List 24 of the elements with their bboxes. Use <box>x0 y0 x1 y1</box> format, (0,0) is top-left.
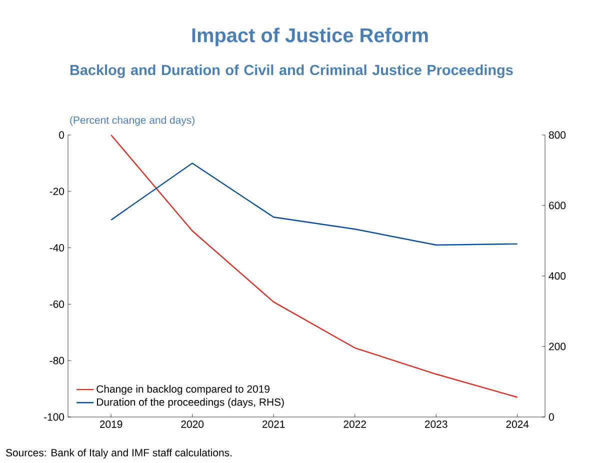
y-tick-label: -20 <box>50 188 64 196</box>
y-tick-label: -60 <box>50 300 64 308</box>
x-tick-label: 2023 <box>425 420 448 428</box>
y-axis-title: (Percent change and days) <box>70 116 194 126</box>
line-series <box>110 162 518 246</box>
x-tick-label: 2022 <box>344 420 366 428</box>
x-tick-label: 2020 <box>181 420 204 428</box>
y-tick-label: -40 <box>50 244 64 252</box>
y2-tick-label: 800 <box>548 131 566 139</box>
x-tick-label: 2019 <box>100 420 122 428</box>
y-tick-label: 0 <box>59 131 64 139</box>
legend-label: Change in backlog compared to 2019 <box>96 385 270 395</box>
y2-tick-label: 600 <box>549 202 566 210</box>
chart-title: Impact of Justice Reform <box>192 28 428 46</box>
y2-tick-label: 0 <box>548 413 554 421</box>
y-tick-label: -80 <box>50 356 64 364</box>
legend-label: Duration of the proceedings (days, RHS) <box>97 398 284 408</box>
chart-subtitle: Backlog and Duration of Civil and Criminal Justice Proceedings <box>70 64 513 78</box>
x-tick-label: 2021 <box>262 420 285 428</box>
y2-tick-label: 400 <box>548 272 566 280</box>
y-tick-label: -100 <box>44 413 64 421</box>
x-tick-label: 2024 <box>506 420 529 428</box>
source-note: Sources: Bank of Italy and IMF staff calculations. <box>6 448 232 458</box>
y2-tick-label: 200 <box>549 342 566 350</box>
